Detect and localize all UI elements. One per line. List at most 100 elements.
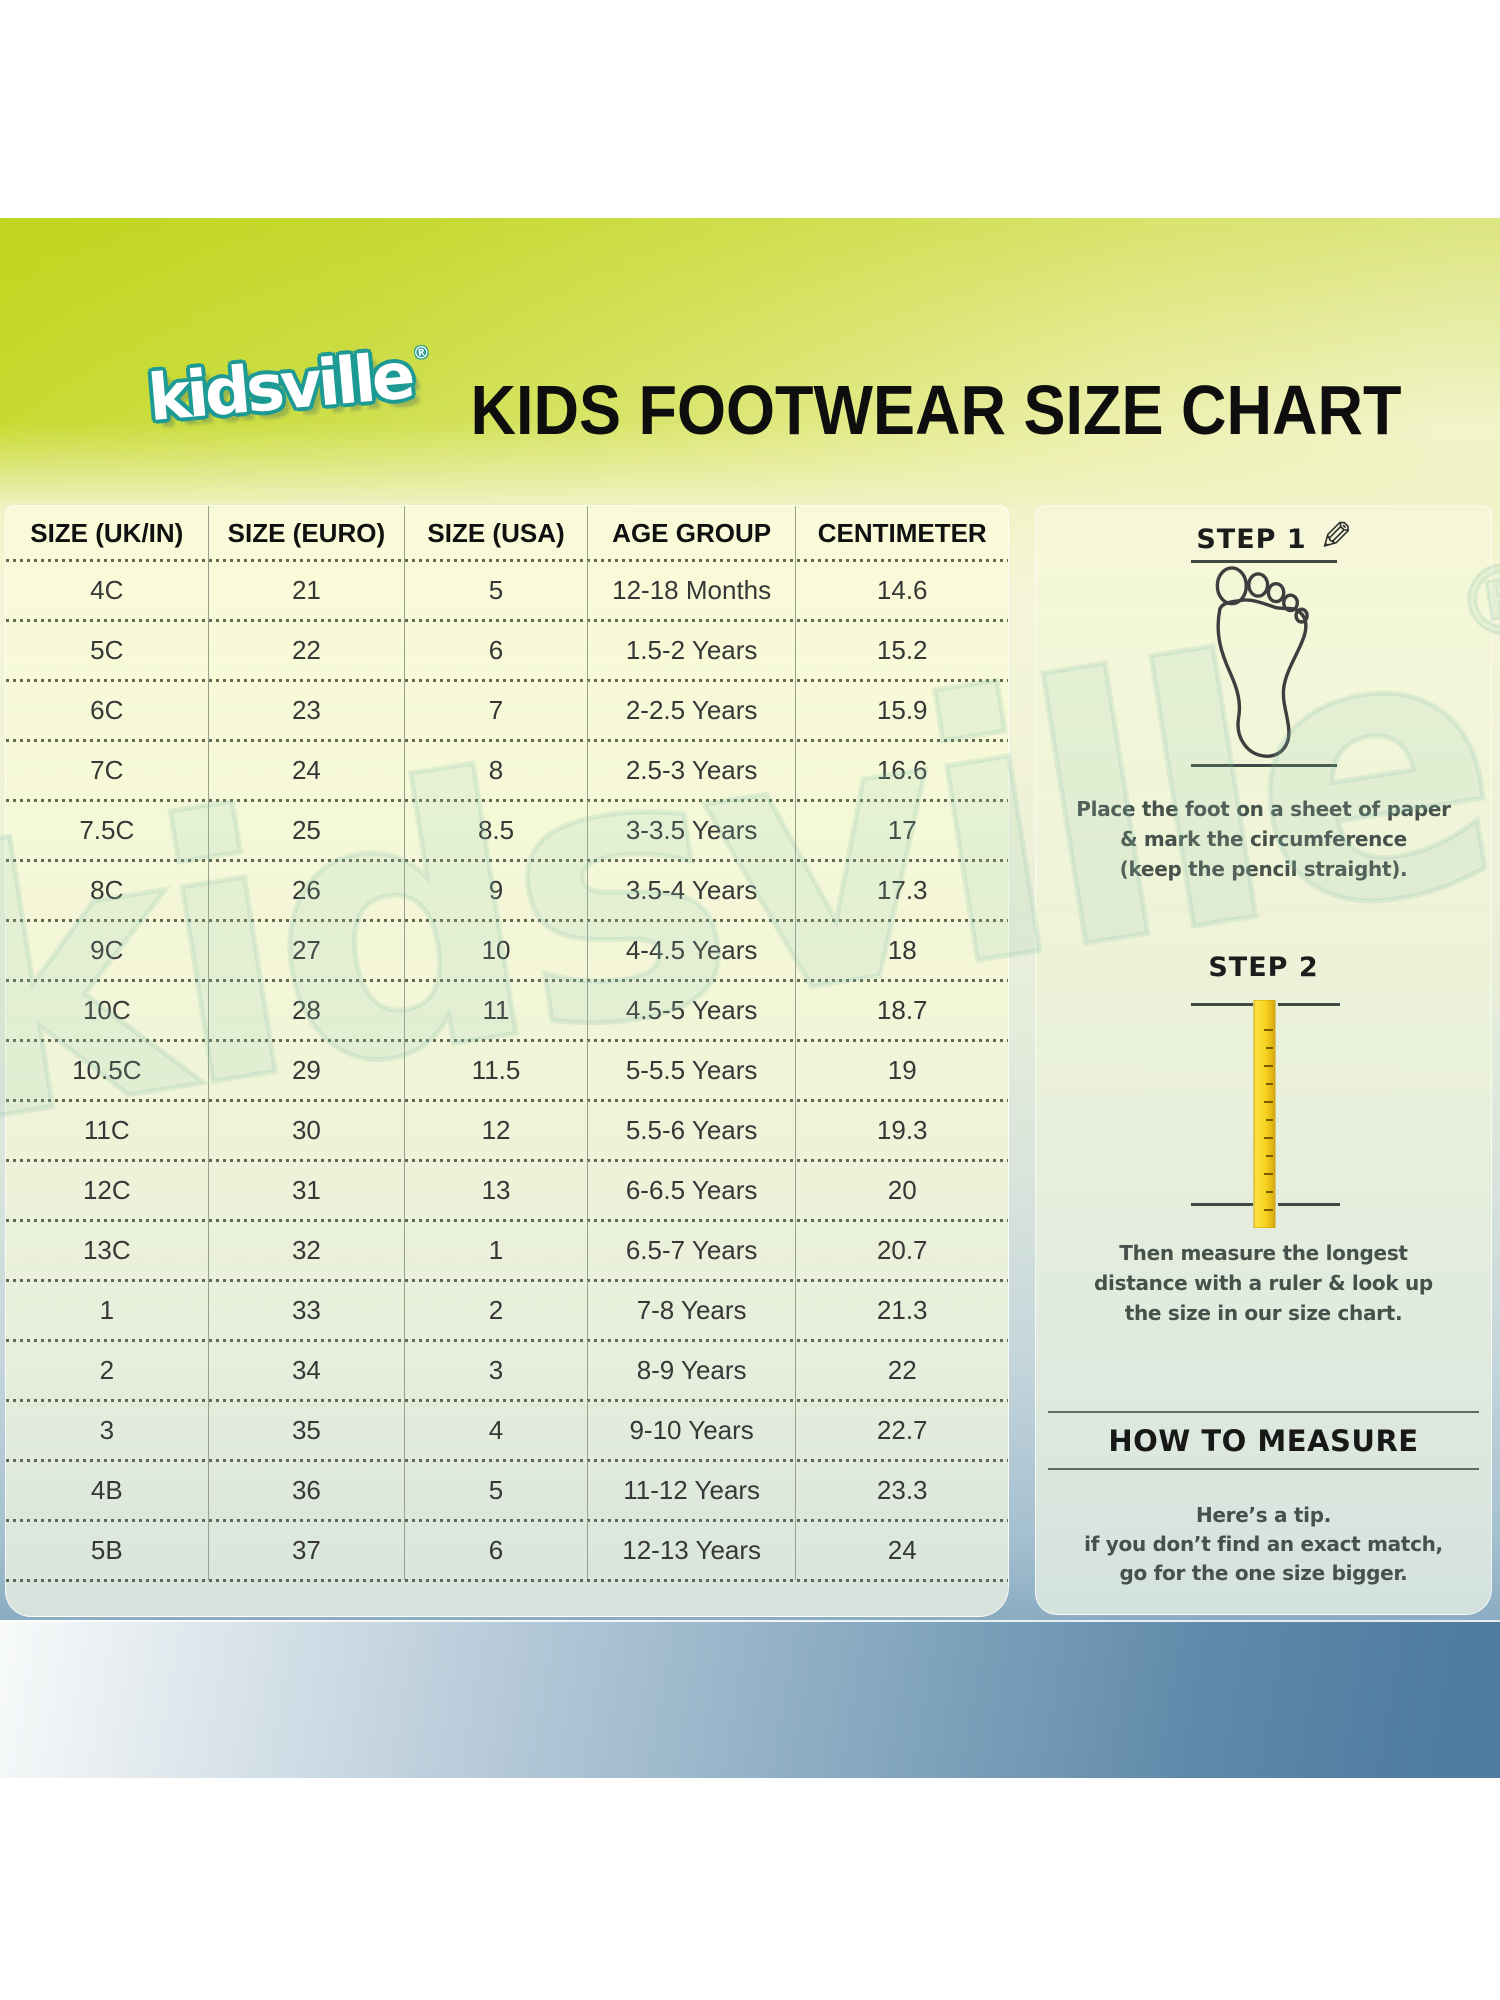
how-to-measure-divider-bottom [1048, 1468, 1479, 1470]
table-cell: 3 [405, 1340, 588, 1400]
table-cell: 3-3.5 Years [588, 800, 797, 860]
table-cell: 5 [405, 560, 588, 620]
registered-mark: ® [412, 342, 431, 365]
table-row: 1 33 2 7-8 Years 21.3 [6, 1280, 1008, 1342]
table-cell: 27 [209, 920, 406, 980]
table-cell: 6.5-7 Years [588, 1220, 797, 1280]
ruler-bottom-line-left [1191, 1203, 1253, 1206]
table-cell: 6C [6, 680, 209, 740]
toe-line [1191, 560, 1337, 563]
table-row: 5B 37 6 12-13 Years 24 [6, 1520, 1008, 1582]
column-header: SIZE (UK/IN) [6, 506, 209, 560]
table-cell: 9-10 Years [588, 1400, 797, 1460]
table-cell: 22 [887, 1354, 917, 1385]
table-cell: 18.7 [876, 994, 928, 1025]
table-cell: 32 [209, 1220, 406, 1280]
table-cell: 4-4.5 Years [588, 920, 797, 980]
table-cell: 26 [209, 860, 406, 920]
table-cell: 10 [405, 920, 588, 980]
table-cell: 31 [209, 1160, 406, 1220]
column-header: SIZE (USA) [405, 506, 588, 560]
infographic-band: kidsville® KIDS FOOTWEAR SIZE CHART SIZE… [0, 218, 1500, 1778]
table-cell: 6-6.5 Years [588, 1160, 797, 1220]
step2-caption-line: the size in our size chart. [1124, 1301, 1403, 1325]
step2-caption: Then measure the longest distance with a… [1036, 1238, 1491, 1328]
table-cell: 17.3 [876, 874, 928, 905]
bottom-blue-strip [0, 1620, 1500, 1778]
step1-caption-line: (keep the pencil straight). [1119, 857, 1408, 881]
ruler-top-line-left [1191, 1003, 1253, 1006]
table-row: 11C 30 12 5.5-6 Years 19.3 [6, 1100, 1008, 1162]
table-cell: 7-8 Years [588, 1280, 797, 1340]
table-cell: 2 [6, 1340, 209, 1400]
table-row: 8C 26 9 3.5-4 Years 17.3 [6, 860, 1008, 922]
table-cell: 4 [405, 1400, 588, 1460]
table-cell: 23 [209, 680, 406, 740]
table-cell: 12C [6, 1160, 209, 1220]
pencil-icon: ✎ [1319, 514, 1353, 560]
tip-line: Here’s a tip. [1195, 1503, 1332, 1527]
table-cell: 12 [405, 1100, 588, 1160]
table-cell: 3 [6, 1400, 209, 1460]
table-cell: 11C [6, 1100, 209, 1160]
measure-instructions-panel: STEP 1 ✎ Place the foot on a sheet of pa… [1035, 505, 1492, 1615]
table-cell: 8 [405, 740, 588, 800]
table-cell: 29 [209, 1040, 406, 1100]
tip-line: go for the one size bigger. [1119, 1561, 1408, 1585]
step1-heading: STEP 1 [1196, 524, 1307, 555]
column-header: SIZE (EURO) [209, 506, 406, 560]
table-cell: 3.5-4 Years [588, 860, 797, 920]
table-cell: 21 [209, 560, 406, 620]
measure-tip: Here’s a tip. if you don’t find an exact… [1036, 1501, 1491, 1588]
table-cell: 11.5 [405, 1040, 588, 1100]
table-row: 4C 21 5 12-18 Months 14.6 [6, 560, 1008, 622]
size-table-panel: SIZE (UK/IN) SIZE (EURO) SIZE (USA) AGE GRO… [5, 505, 1009, 1617]
table-row: 10C 28 11 4.5-5 Years 18.7 [6, 980, 1008, 1042]
table-cell: 14.6 [876, 574, 928, 605]
step2-caption-line: Then measure the longest [1119, 1241, 1408, 1265]
table-cell: 6 [405, 1520, 588, 1580]
table-cell: 15.2 [876, 634, 928, 665]
step1-caption-line: Place the foot on a sheet of paper [1076, 797, 1451, 821]
table-cell: 8-9 Years [588, 1340, 797, 1400]
table-row: 7.5C 25 8.5 3-3.5 Years 17 [6, 800, 1008, 862]
table-cell: 8.5 [405, 800, 588, 860]
table-row: 4B 36 5 11-12 Years 23.3 [6, 1460, 1008, 1522]
table-cell: 4.5-5 Years [588, 980, 797, 1040]
table-body: 4C 21 5 12-18 Months 14.6 5C 22 6 1.5-2 Years 15.… [6, 560, 1008, 1582]
how-to-measure-divider-top [1048, 1411, 1479, 1413]
heel-line [1191, 764, 1337, 767]
table-cell: 2-2.5 Years [588, 680, 797, 740]
step1-caption-line: & mark the circumference [1120, 827, 1407, 851]
table-cell: 5B [6, 1520, 209, 1580]
ruler-illustration [1253, 1000, 1276, 1228]
table-cell: 12-13 Years [588, 1520, 797, 1580]
table-cell: 21.3 [876, 1294, 928, 1325]
table-cell: 8C [6, 860, 209, 920]
page-title: KIDS FOOTWEAR SIZE CHART [470, 371, 1402, 449]
table-cell: 12-18 Months [588, 560, 797, 620]
ruler-bottom-line-right [1278, 1203, 1340, 1206]
table-cell: 7C [6, 740, 209, 800]
table-cell: 20.7 [876, 1234, 928, 1265]
tip-line: if you don’t find an exact match, [1084, 1532, 1443, 1556]
table-cell: 7.5C [6, 800, 209, 860]
column-header: CENTIMETER [817, 517, 987, 548]
table-cell: 33 [209, 1280, 406, 1340]
table-cell: 18 [887, 934, 917, 965]
table-cell: 11 [405, 980, 588, 1040]
table-cell: 9C [6, 920, 209, 980]
table-row: 9C 27 10 4-4.5 Years 18 [6, 920, 1008, 982]
table-row: 13C 32 1 6.5-7 Years 20.7 [6, 1220, 1008, 1282]
table-cell: 5.5-6 Years [588, 1100, 797, 1160]
table-row: 5C 22 6 1.5-2 Years 15.2 [6, 620, 1008, 682]
table-cell: 23.3 [876, 1474, 928, 1505]
table-cell: 16.6 [876, 754, 928, 785]
table-cell: 9 [405, 860, 588, 920]
table-cell: 1 [405, 1220, 588, 1280]
table-header-row: SIZE (UK/IN) SIZE (EURO) SIZE (USA) AGE GRO… [6, 506, 1008, 562]
table-cell: 2.5-3 Years [588, 740, 797, 800]
how-to-measure-heading: HOW TO MEASURE [1108, 1424, 1419, 1458]
table-cell: 25 [209, 800, 406, 860]
table-cell: 11-12 Years [588, 1460, 797, 1520]
